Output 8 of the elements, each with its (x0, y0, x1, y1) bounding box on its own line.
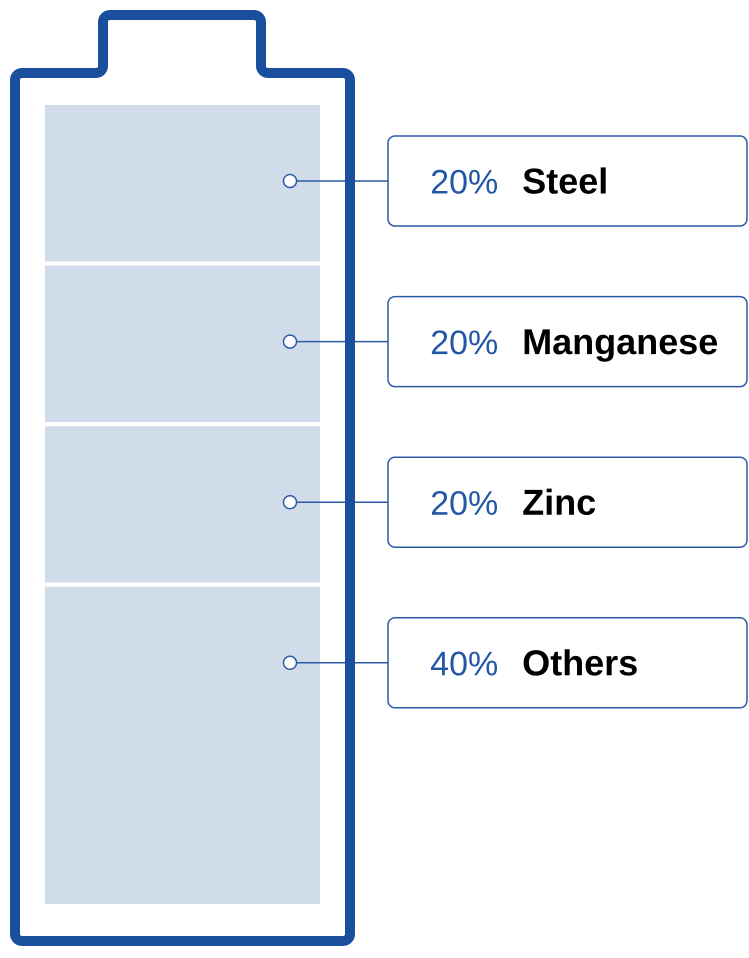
data-label: 40% (430, 652, 498, 676)
text: Zinc (523, 488, 596, 516)
data-label: 20% (432, 330, 498, 354)
data-label: 20% (432, 490, 498, 516)
text: Manganese (524, 329, 718, 362)
data-label: 20% (432, 170, 498, 194)
text: Steel (523, 167, 606, 194)
text: Others (524, 649, 637, 676)
